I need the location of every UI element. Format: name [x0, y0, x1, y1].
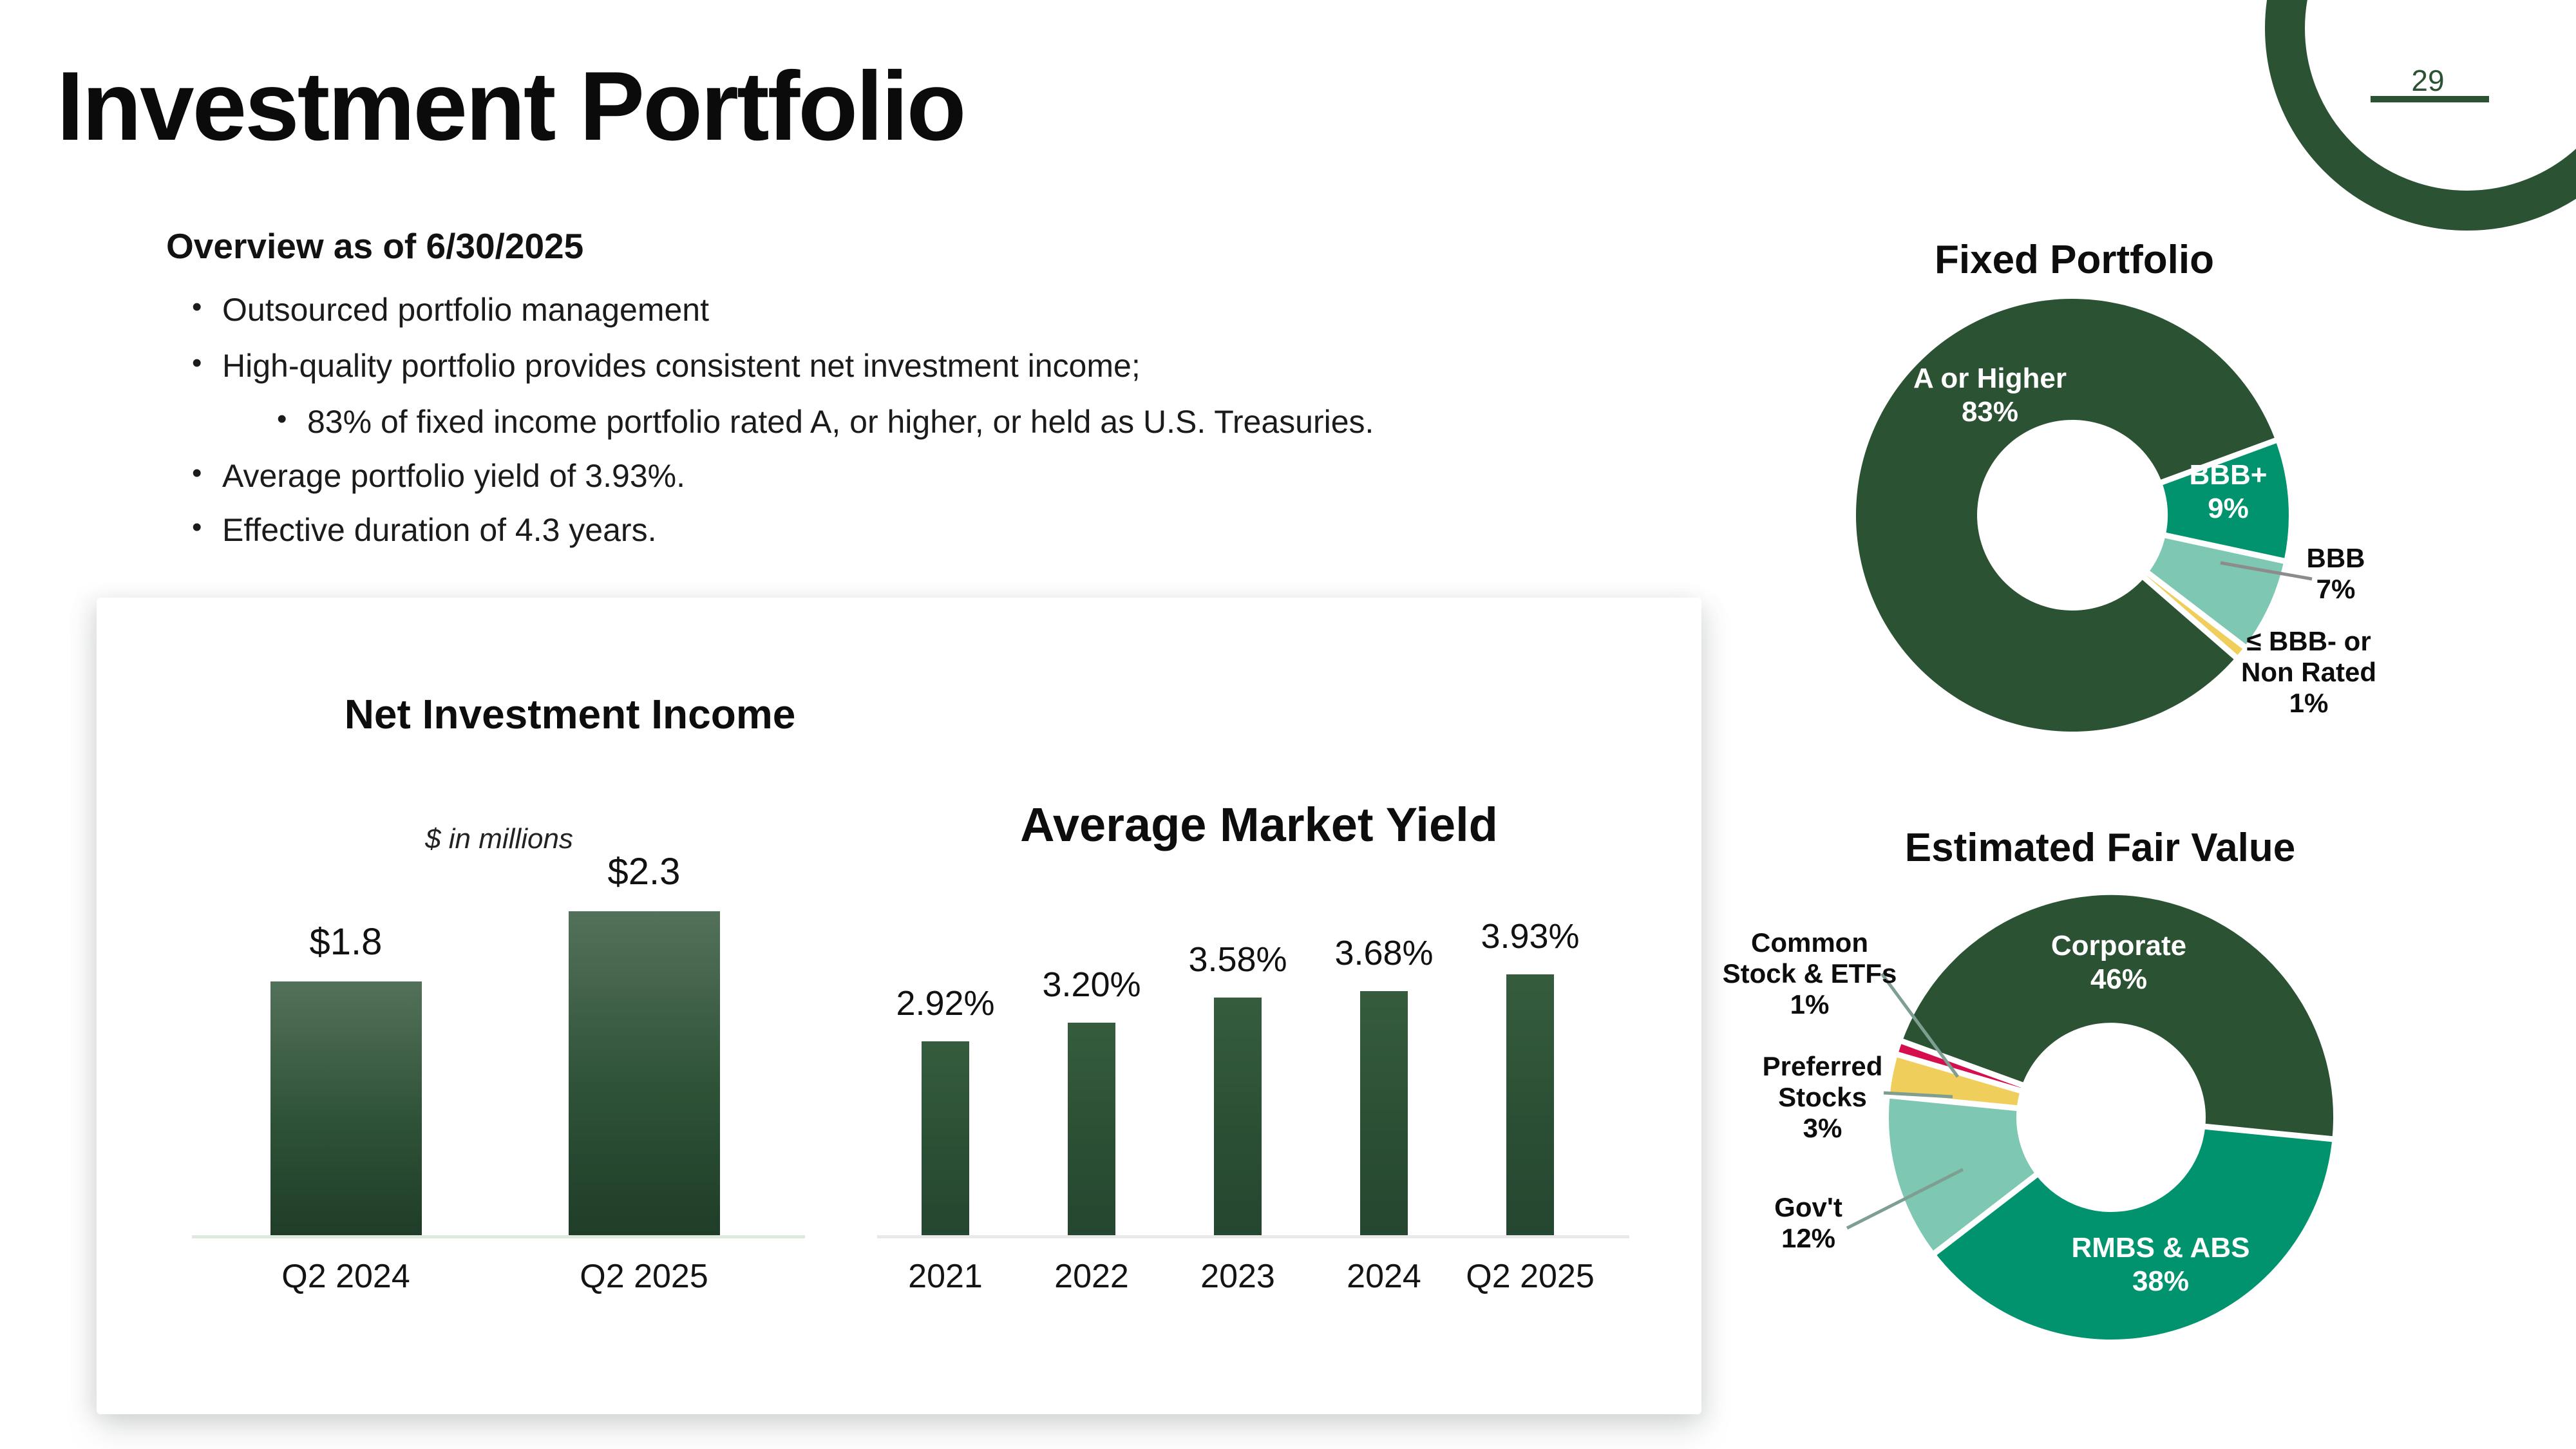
average-market-yield-category-label: 2022: [1054, 1258, 1129, 1295]
bullet-text: Outsourced portfolio management: [222, 292, 709, 328]
label-line: Non Rated: [2241, 657, 2376, 687]
label-line: Stock & ETFs: [1722, 958, 1897, 989]
page-title: Investment Portfolio: [57, 52, 966, 161]
bullet-dot: •: [192, 511, 202, 543]
average-market-yield-bar-2024: [1360, 991, 1408, 1235]
average-market-yield-bar-2021: [922, 1041, 969, 1235]
label-line: 38%: [2132, 1265, 2190, 1297]
overview-bullet: • High-quality portfolio provides consist…: [192, 347, 1141, 384]
label-line: 3%: [1803, 1113, 1842, 1143]
net-investment-income-category-label: Q2 2024: [281, 1258, 410, 1295]
yield-x-axis: [877, 1235, 1629, 1238]
label-line: Gov't: [1774, 1192, 1842, 1222]
net-investment-income-bar-Q2 2025: [568, 911, 720, 1235]
efv-slice-label-corporate: Corporate 46%: [2003, 929, 2235, 996]
fixed-slice-label-bbb: BBB 7%: [2246, 543, 2426, 605]
label-line: Corporate: [2050, 930, 2187, 961]
bullet-dot: •: [192, 291, 202, 323]
overview-bullet: • Outsourced portfolio management: [192, 291, 709, 328]
bullet-dot: •: [277, 403, 287, 435]
label-line: 1%: [2289, 688, 2329, 718]
label-line: BBB+: [2189, 459, 2268, 491]
efv-slice-label-common-stock: Common Stock & ETFs 1%: [1681, 927, 1938, 1020]
bullet-dot: •: [192, 347, 202, 379]
fixed-slice-label-a-or-higher: A or Higher 83%: [1874, 362, 2106, 429]
overview-bullet: • 83% of fixed income portfolio rated A, …: [277, 403, 1374, 440]
overview-bullet: • Effective duration of 4.3 years.: [192, 511, 656, 549]
label-line: 7%: [2316, 574, 2356, 604]
efv-slice-label-govt: Gov't 12%: [1692, 1192, 1924, 1254]
label-line: A or Higher: [1913, 363, 2067, 394]
average-market-yield-value-label: 3.93%: [1481, 917, 1580, 956]
efv-slice-label-preferred: Preferred Stocks 3%: [1707, 1051, 1938, 1144]
nii-chart-title: Net Investment Income: [344, 691, 796, 737]
label-line: BBB: [2306, 543, 2365, 573]
nii-chart-subtitle: $ in millions: [425, 823, 573, 855]
average-market-yield-category-label: 2024: [1347, 1258, 1421, 1295]
average-market-yield-bar-2023: [1214, 998, 1262, 1235]
label-line: 1%: [1790, 989, 1830, 1019]
net-investment-income-category-label: Q2 2025: [580, 1258, 708, 1295]
estimated-fair-value-slice-gap: [2203, 1123, 2334, 1142]
label-line: 83%: [1961, 396, 2019, 428]
page-number: 29: [2411, 64, 2445, 97]
label-line: 12%: [1781, 1223, 1836, 1253]
bullet-text: High-quality portfolio provides consiste…: [222, 348, 1141, 384]
yield-chart-title: Average Market Yield: [1020, 798, 1498, 851]
fixed-slice-label-bbb-minus: ≤ BBB- or Non Rated 1%: [2193, 626, 2425, 719]
label-line: Common: [1751, 927, 1868, 958]
overview-bullet: • Average portfolio yield of 3.93%.: [192, 457, 685, 495]
estimated-fair-value-title: Estimated Fair Value: [1904, 826, 2296, 870]
average-market-yield-bar-2022: [1068, 1023, 1115, 1235]
average-market-yield-value-label: 3.20%: [1042, 965, 1141, 1004]
page-number-underline: [2371, 96, 2489, 102]
average-market-yield-bar-Q2 2025: [1506, 974, 1554, 1235]
corner-ring-decoration: [2265, 0, 2576, 231]
bullet-text: Effective duration of 4.3 years.: [222, 512, 657, 548]
overview-heading: Overview as of 6/30/2025: [166, 226, 584, 266]
label-line: Stocks: [1778, 1082, 1867, 1112]
label-line: 9%: [2208, 493, 2249, 524]
label-line: RMBS & ABS: [2071, 1232, 2250, 1264]
fixed-portfolio-title: Fixed Portfolio: [1935, 238, 2214, 282]
label-line: ≤ BBB- or: [2246, 626, 2371, 656]
net-investment-income-value-label: $2.3: [607, 851, 681, 893]
bullet-dot: •: [192, 457, 202, 489]
average-market-yield-category-label: 2021: [908, 1258, 983, 1295]
average-market-yield-category-label: Q2 2025: [1466, 1258, 1595, 1295]
average-market-yield-value-label: 3.58%: [1188, 940, 1287, 979]
fixed-slice-label-bbb-plus: BBB+ 9%: [2112, 459, 2344, 526]
bullet-text: Average portfolio yield of 3.93%.: [222, 458, 685, 494]
estimated-fair-value-slice-gap: [1932, 1171, 2039, 1256]
average-market-yield-value-label: 3.68%: [1334, 934, 1434, 972]
bullet-text: 83% of fixed income portfolio rated A, o…: [307, 404, 1374, 440]
nii-x-axis: [192, 1235, 805, 1238]
average-market-yield-value-label: 2.92%: [896, 984, 995, 1023]
net-investment-income-value-label: $1.8: [309, 921, 383, 963]
label-line: 46%: [2090, 963, 2148, 995]
efv-slice-label-rmbs-abs: RMBS & ABS 38%: [2025, 1231, 2296, 1298]
average-market-yield-category-label: 2023: [1200, 1258, 1275, 1295]
net-investment-income-bar-Q2 2024: [270, 981, 422, 1235]
label-line: Preferred: [1762, 1051, 1883, 1081]
